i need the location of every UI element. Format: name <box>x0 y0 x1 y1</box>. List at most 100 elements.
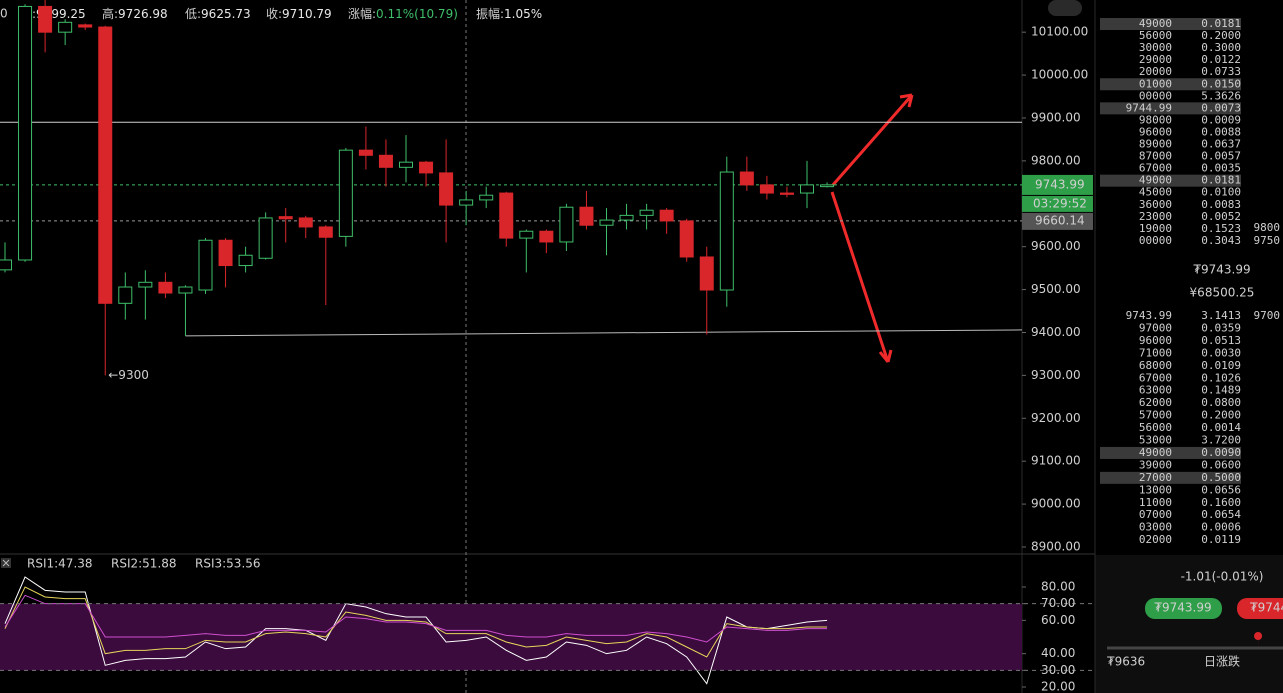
candle-body <box>559 206 574 243</box>
rsi-line <box>4 586 828 658</box>
book-amount: 0.0733 <box>1201 65 1241 78</box>
candle-body <box>419 161 434 174</box>
book-price: 00000 <box>1139 89 1172 102</box>
ask-button-label: ₮9744 <box>1250 601 1283 615</box>
candle-body <box>820 184 835 188</box>
header-label: 高: <box>102 6 118 21</box>
book-amount: 0.1523 <box>1201 222 1241 235</box>
header-item: 涨幅:0.11%(10.79) <box>348 6 458 21</box>
book-price: 01000 <box>1139 77 1172 90</box>
change: -1.01(-0.01%) <box>1181 570 1264 584</box>
candle-body <box>619 214 634 221</box>
candle-body <box>78 24 93 28</box>
y-tick-label: 9200.00 <box>1031 411 1081 425</box>
candle-body <box>338 149 353 237</box>
candle-body <box>719 171 734 291</box>
candle-body <box>519 230 534 239</box>
candle-body <box>779 192 794 195</box>
header-label: 低: <box>185 7 201 21</box>
candle-body <box>659 209 674 222</box>
ticker-panel <box>1095 555 1283 693</box>
book-amount: 5.3626 <box>1201 89 1241 102</box>
book-price: 67000 <box>1139 162 1172 175</box>
book-price: 45000 <box>1139 186 1172 199</box>
low-label: ₮9636 <box>1107 655 1145 669</box>
book-amount: 0.0513 <box>1201 334 1241 347</box>
book-amount: 0.0122 <box>1201 53 1241 66</box>
y-tick-label: 9100.00 <box>1031 454 1081 468</box>
candle-body <box>358 149 373 156</box>
book-amount: 0.0109 <box>1201 359 1241 372</box>
book-amount: 0.0073 <box>1201 101 1241 114</box>
price-pane <box>0 0 1022 376</box>
range-label: 日涨跌 <box>1204 654 1240 669</box>
book-price: 49000 <box>1139 174 1172 187</box>
big-price: ₮9743.99 <box>1193 263 1250 277</box>
book-amount: 0.0359 <box>1201 321 1241 334</box>
candle-body <box>599 219 614 226</box>
y-tick-label: 9800.00 <box>1031 153 1081 167</box>
book-amount: 0.0100 <box>1201 186 1241 199</box>
book-amount: 0.0800 <box>1201 396 1241 409</box>
book-price: 62000 <box>1139 396 1172 409</box>
candle-body <box>739 171 754 186</box>
header-item: 振幅:1.05% <box>476 6 542 21</box>
y-tick-label: 9600.00 <box>1031 239 1081 253</box>
header-lead: 0 <box>0 7 8 21</box>
book-amount: 0.0057 <box>1201 150 1241 163</box>
candle-body <box>258 217 273 259</box>
book-amount: 0.2000 <box>1201 29 1241 42</box>
book-amount: 0.1489 <box>1201 384 1241 397</box>
book-price: 98000 <box>1139 113 1172 126</box>
book-amount: 0.0009 <box>1201 113 1241 126</box>
ref-price-badge <box>1022 212 1093 230</box>
buy-button[interactable] <box>1145 598 1222 619</box>
candle-body <box>118 286 133 304</box>
book-price: 68000 <box>1139 359 1172 372</box>
highlight-row <box>1100 446 1241 459</box>
rsi-y-tick-label: 70.00 <box>1041 596 1075 610</box>
book-price: 39000 <box>1139 458 1172 471</box>
book-amount: 0.0150 <box>1201 77 1241 90</box>
book-price: 49000 <box>1139 17 1172 30</box>
cny-price: ¥68500.25 <box>1190 286 1255 300</box>
rsi-y-tick-label: 30.00 <box>1041 663 1075 677</box>
candle-body <box>399 161 413 168</box>
book-amount: 0.0030 <box>1201 346 1241 359</box>
y-tick-label: 9000.00 <box>1031 497 1081 511</box>
book-price: 13000 <box>1139 483 1172 496</box>
y-tick-label: 10100.00 <box>1031 25 1088 39</box>
candle-body <box>539 230 554 243</box>
menu-button[interactable] <box>1048 0 1082 16</box>
book-amount: 0.2000 <box>1201 409 1241 422</box>
candle-body <box>38 5 53 33</box>
book-price: 63000 <box>1139 384 1172 397</box>
book-price: 96000 <box>1139 125 1172 138</box>
header-item: 收:9710.79 <box>266 7 332 21</box>
book-amount: 0.0181 <box>1201 174 1241 187</box>
close-icon <box>2 559 10 567</box>
candle-body <box>759 184 774 194</box>
sell-button[interactable] <box>1237 598 1283 619</box>
candle-body <box>800 184 814 194</box>
book-amount: 0.0014 <box>1201 421 1241 434</box>
book-price: 56000 <box>1139 29 1172 42</box>
y-tick-label: 9400.00 <box>1031 325 1081 339</box>
candle-body <box>439 172 454 206</box>
book-amount: 0.0052 <box>1201 210 1241 223</box>
book-amount: 0.0035 <box>1201 162 1241 175</box>
book-amount: 3.7200 <box>1201 434 1241 447</box>
candle-body <box>679 220 694 258</box>
book-price: 36000 <box>1139 198 1172 211</box>
book-price: 03000 <box>1139 521 1172 534</box>
book-amount: 0.3000 <box>1201 41 1241 54</box>
candle-body <box>459 199 474 206</box>
book-amount: 0.0090 <box>1201 446 1241 459</box>
bid-button-label: ₮9743.99 <box>1154 601 1211 615</box>
rsi-legend: RSI1:47.38 <box>27 557 93 571</box>
book-price: 29000 <box>1139 53 1172 66</box>
range-pin <box>1254 632 1263 650</box>
